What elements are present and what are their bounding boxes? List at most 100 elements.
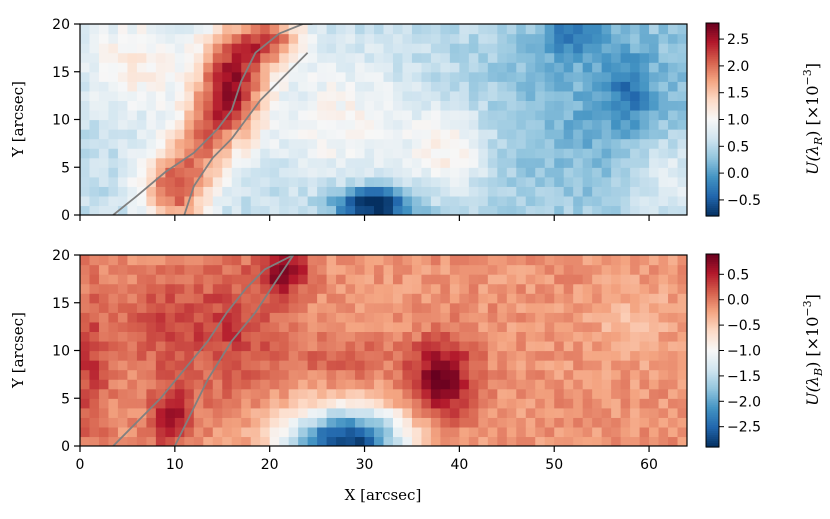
heatmap-cell xyxy=(364,148,375,159)
heatmap-cell xyxy=(127,119,138,130)
heatmap-cell xyxy=(317,176,328,187)
heatmap-cell xyxy=(383,274,394,285)
heatmap-cell xyxy=(345,283,356,294)
colorbar-segment xyxy=(706,404,719,408)
heatmap-cell xyxy=(421,417,432,428)
heatmap-cell xyxy=(535,157,546,168)
colorbar-bottom: 0.50.0−0.5−1.0−1.5−2.0−2.5 U(λB) [×10−3] xyxy=(705,253,825,448)
heatmap-cell xyxy=(440,52,451,63)
heatmap-cell xyxy=(326,186,337,197)
heatmap-cell xyxy=(345,71,356,82)
heatmap-cell xyxy=(174,205,185,215)
heatmap-cell xyxy=(677,369,687,380)
heatmap-cell xyxy=(516,62,527,73)
heatmap-cell xyxy=(345,148,356,159)
heatmap-cell xyxy=(212,312,223,323)
heatmap-cell xyxy=(184,417,195,428)
heatmap-cell xyxy=(193,109,204,121)
heatmap-cell xyxy=(449,369,460,380)
heatmap-cell xyxy=(98,186,110,197)
heatmap-cell xyxy=(497,43,508,54)
heatmap-cell xyxy=(355,90,366,101)
heatmap-cell xyxy=(317,302,328,313)
colorbar-segment xyxy=(706,93,719,96)
heatmap-cell xyxy=(411,283,423,294)
heatmap-cell xyxy=(184,167,195,178)
heatmap-cell xyxy=(421,43,432,54)
heatmap-cell xyxy=(89,52,100,63)
heatmap-cell xyxy=(288,274,299,285)
heatmap-cell xyxy=(658,138,669,149)
heatmap-cell xyxy=(525,90,536,101)
heatmap-cell xyxy=(677,264,687,275)
heatmap-cell xyxy=(554,398,565,409)
colorbar-segment xyxy=(706,151,719,155)
heatmap-cell xyxy=(193,167,204,178)
heatmap-cell xyxy=(136,407,147,418)
heatmap-cell xyxy=(544,274,555,285)
heatmap-cell xyxy=(459,186,470,197)
heatmap-cell xyxy=(155,283,166,294)
heatmap-cell xyxy=(487,302,498,313)
heatmap-cell xyxy=(525,417,536,428)
x-axis-bottom: 0 10 20 30 40 50 60 xyxy=(76,446,658,473)
heatmap-cell xyxy=(222,417,233,428)
heatmap-cell xyxy=(620,274,631,285)
heatmap-cell xyxy=(146,195,157,207)
heatmap-cell xyxy=(468,176,479,187)
heatmap-cell xyxy=(440,264,451,275)
heatmap-cell xyxy=(630,167,641,178)
heatmap-cell xyxy=(525,340,536,352)
heatmap-cell xyxy=(468,255,479,266)
heatmap-cell xyxy=(269,293,280,304)
heatmap-cell xyxy=(288,33,299,44)
heatmap-cell xyxy=(108,293,119,304)
heatmap-cell xyxy=(487,360,498,371)
heatmap-cell xyxy=(212,302,223,313)
heatmap-cell xyxy=(506,167,517,178)
heatmap-cell xyxy=(317,436,328,446)
heatmap-cell xyxy=(193,283,204,294)
heatmap-cell xyxy=(80,186,91,197)
heatmap-cell xyxy=(620,129,631,140)
heatmap-cell xyxy=(193,321,204,332)
heatmap-cell xyxy=(383,205,394,215)
heatmap-cell xyxy=(430,293,441,304)
colorbar-segment xyxy=(706,294,719,297)
heatmap-cell xyxy=(573,33,584,44)
heatmap-cell xyxy=(535,109,546,121)
heatmap-cell xyxy=(639,331,650,342)
heatmap-cell xyxy=(592,379,603,390)
heatmap-cell xyxy=(383,176,394,187)
heatmap-cell xyxy=(402,407,413,418)
heatmap-cell xyxy=(516,331,527,342)
heatmap-cell xyxy=(658,33,669,44)
heatmap-cell xyxy=(241,350,252,361)
heatmap-cell xyxy=(374,167,385,178)
heatmap-cell xyxy=(231,388,242,399)
heatmap-cell xyxy=(345,205,356,215)
heatmap-cell xyxy=(231,331,242,342)
heatmap-cell xyxy=(364,176,375,187)
heatmap-cell xyxy=(383,302,394,313)
heatmap-cell xyxy=(117,340,129,352)
heatmap-cell xyxy=(649,129,660,140)
heatmap-cell xyxy=(89,255,100,266)
heatmap-cell xyxy=(117,350,129,361)
heatmap-cell xyxy=(269,331,280,342)
heatmap-cell xyxy=(468,331,479,342)
heatmap-cell xyxy=(345,302,356,313)
heatmap-cell xyxy=(108,340,119,352)
heatmap-cell xyxy=(601,109,612,121)
heatmap-cell xyxy=(184,293,195,304)
heatmap-cell xyxy=(222,71,233,82)
heatmap-cell xyxy=(336,81,347,92)
heatmap-cell xyxy=(117,195,129,207)
heatmap-cell xyxy=(345,176,356,187)
heatmap-cell xyxy=(402,167,413,178)
heatmap-cell xyxy=(402,369,413,380)
colorbar-segment xyxy=(706,47,719,50)
heatmap-cell xyxy=(307,350,318,361)
heatmap-cell xyxy=(98,302,110,313)
heatmap-cell xyxy=(554,321,565,332)
